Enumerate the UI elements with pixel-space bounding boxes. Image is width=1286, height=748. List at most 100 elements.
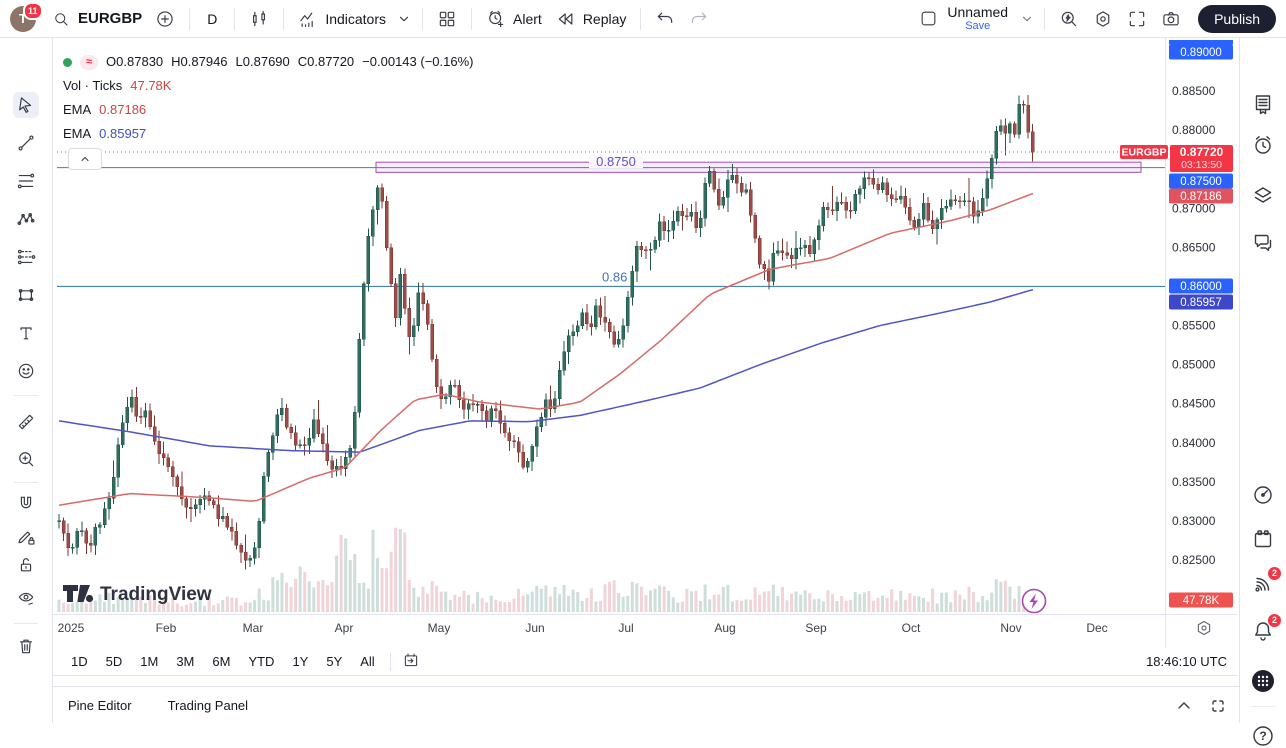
ema-fast-line[interactable] <box>58 192 1034 507</box>
layout-menu-button[interactable] <box>1017 5 1037 33</box>
supply-zone-rectangle[interactable] <box>375 161 1142 173</box>
help-button[interactable]: ? <box>1251 724 1275 748</box>
alerts-panel-button[interactable] <box>1251 133 1275 157</box>
range-button-1Y[interactable]: 1Y <box>292 653 309 669</box>
range-button-1D[interactable]: 1D <box>71 653 88 669</box>
screener-button[interactable] <box>1251 483 1275 507</box>
price-scale-settings-icon[interactable] <box>1197 620 1211 636</box>
candle-body <box>767 268 771 282</box>
emoji-icon <box>18 363 34 379</box>
indicator-templates-button[interactable] <box>393 5 415 33</box>
snapshot-button[interactable] <box>1154 5 1188 33</box>
price-badge <box>1169 188 1233 204</box>
candle-body <box>908 207 912 221</box>
fullscreen-button[interactable] <box>1120 5 1154 33</box>
hide-drawings-button[interactable] <box>13 585 39 611</box>
range-button-5D[interactable]: 5D <box>105 653 123 669</box>
collapse-panel-icon[interactable] <box>1176 698 1192 714</box>
zoom-tool-button[interactable] <box>13 446 39 472</box>
range-button-All[interactable]: All <box>360 653 375 669</box>
rectangle-tool-button[interactable] <box>13 282 39 308</box>
time-axis[interactable]: 2025 Feb Mar Apr May Jun Jul Aug Sep Oct Nov Dec <box>58 621 1108 635</box>
watchlist-button[interactable] <box>1251 92 1275 116</box>
streams-button[interactable]: 2 <box>1251 567 1281 596</box>
pine-editor-tab[interactable]: Pine Editor <box>68 697 132 713</box>
volume-bar <box>203 606 207 612</box>
text-tool-button[interactable] <box>13 320 39 346</box>
volume-bar <box>908 593 912 612</box>
symbol-name: EURGBP <box>78 10 143 27</box>
fib-retracement-tool-button[interactable] <box>13 168 39 194</box>
range-button-1M[interactable]: 1M <box>140 653 159 669</box>
legend-symbol-row[interactable]: ≈ O0.87830 H0.87946 L0.87690 C0.87720 −0… <box>63 50 473 74</box>
candle-body <box>780 250 785 253</box>
undo-button[interactable] <box>648 5 682 33</box>
trading-panel-tab[interactable]: Trading Panel <box>167 697 249 713</box>
candle-body <box>680 211 685 217</box>
indicators-button[interactable]: Indicators <box>291 5 393 33</box>
legend-ema-slow-row[interactable]: EMA 0.85957 <box>63 122 473 146</box>
replay-button[interactable]: Replay <box>549 5 634 33</box>
volume-bar <box>453 594 457 612</box>
legend-ema-fast-row[interactable]: EMA 0.87186 <box>63 98 473 122</box>
time-axis-label: Sep <box>805 621 827 635</box>
volume-bar <box>685 588 689 612</box>
go-to-date-button[interactable] <box>397 651 425 673</box>
notifications-button[interactable]: 2 <box>1251 614 1281 643</box>
volume-bar <box>862 592 866 612</box>
candle-body <box>644 249 648 252</box>
range-button-5Y[interactable]: 5Y <box>326 653 343 669</box>
volume-bar <box>708 599 712 612</box>
object-tree-button[interactable] <box>1251 183 1275 207</box>
volume-bar <box>253 600 257 612</box>
settings-button[interactable] <box>1086 5 1120 33</box>
redo-button[interactable] <box>682 5 716 33</box>
price-label: 0.88000 <box>1172 123 1216 137</box>
save-layout-button[interactable]: Unnamed Save <box>912 5 1017 33</box>
cursor-tool-button[interactable] <box>13 92 39 118</box>
range-button-6M[interactable]: 6M <box>212 653 231 669</box>
volume-bar <box>749 599 753 612</box>
pane-collapse-button[interactable] <box>68 148 102 170</box>
chat-button[interactable] <box>1251 230 1275 254</box>
remove-drawings-button[interactable] <box>13 633 39 659</box>
price-scale[interactable]: 0.88500 0.88000 0.87000 0.86500 0.85500 0.850… <box>1120 40 1233 608</box>
candle-body <box>635 246 639 272</box>
range-button-YTD[interactable]: YTD <box>248 653 275 669</box>
candle-body <box>698 217 703 229</box>
lock-drawings-button[interactable] <box>13 552 39 578</box>
chart-pane[interactable]: TradingView 0.86 0.8750 0.88500 0.88000 0.870… <box>52 38 1240 648</box>
add-symbol-button[interactable] <box>148 5 182 33</box>
candle-body <box>289 426 293 434</box>
time-axis-label: Nov <box>1000 621 1021 635</box>
clock[interactable]: 18:46:10 UTC <box>1146 654 1227 669</box>
trend-line-tool-button[interactable] <box>13 130 39 156</box>
calendar-button[interactable] <box>1251 527 1275 551</box>
timeframe-button[interactable]: D <box>197 5 227 33</box>
legend-volume-row[interactable]: Vol · Ticks 47.78K <box>63 74 473 98</box>
apps-menu-button[interactable] <box>1251 669 1275 693</box>
quick-search-button[interactable] <box>1052 5 1086 33</box>
price-label: 0.84500 <box>1172 397 1216 411</box>
projection-tool-button[interactable] <box>13 244 39 270</box>
magnet-mode-button[interactable] <box>13 491 39 517</box>
pattern-tool-button[interactable] <box>13 206 39 232</box>
alert-button[interactable]: Alert <box>479 5 549 33</box>
instant-order-button[interactable] <box>1021 588 1047 614</box>
publish-button[interactable]: Publish <box>1198 4 1276 33</box>
measure-tool-button[interactable] <box>13 409 39 435</box>
maximize-panel-icon[interactable] <box>1210 698 1226 714</box>
drawing-mode-button[interactable] <box>13 524 39 550</box>
symbol-search-button[interactable]: EURGBP <box>46 5 148 33</box>
save-link[interactable]: Save <box>965 20 991 32</box>
chart-style-button[interactable] <box>242 5 276 33</box>
candle-body <box>889 194 894 199</box>
emoji-tool-button[interactable] <box>13 358 39 384</box>
range-button-3M[interactable]: 3M <box>176 653 195 669</box>
user-avatar[interactable]: T 11 <box>10 1 43 32</box>
volume-bar <box>589 588 593 612</box>
price-chart[interactable]: TradingView 0.86 0.8750 0.88500 0.88000 0.870… <box>52 38 1240 648</box>
ema-slow-line[interactable] <box>58 288 1034 453</box>
candle-body <box>125 407 129 424</box>
layout-grid-button[interactable] <box>430 5 464 33</box>
